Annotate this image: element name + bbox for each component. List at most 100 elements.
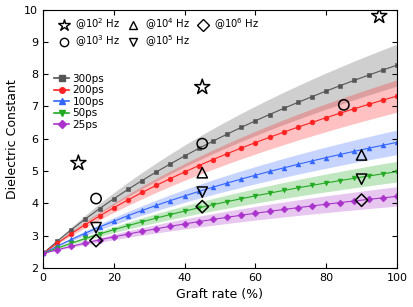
300ps xyxy=(182,154,187,158)
Y-axis label: Dielectric Constant: Dielectric Constant xyxy=(5,79,19,199)
300ps xyxy=(239,126,244,129)
200ps xyxy=(55,241,59,245)
300ps xyxy=(154,170,159,174)
100ps xyxy=(239,177,244,181)
Point xyxy=(199,170,206,175)
100ps xyxy=(309,159,314,163)
25ps xyxy=(196,220,201,223)
Point xyxy=(75,161,82,165)
200ps xyxy=(40,252,45,255)
Line: 25ps: 25ps xyxy=(40,194,399,256)
200ps xyxy=(253,141,258,145)
Point xyxy=(358,153,365,157)
25ps xyxy=(239,213,244,217)
100ps xyxy=(366,146,371,150)
200ps xyxy=(97,214,102,218)
25ps xyxy=(40,252,45,255)
300ps xyxy=(126,188,131,191)
Point xyxy=(376,14,382,18)
200ps xyxy=(182,170,187,174)
50ps xyxy=(366,174,371,178)
50ps xyxy=(253,194,258,198)
100ps xyxy=(394,141,399,144)
100ps xyxy=(83,231,88,235)
200ps xyxy=(324,116,329,119)
25ps xyxy=(168,224,173,228)
300ps xyxy=(225,132,230,136)
100ps xyxy=(225,181,230,185)
300ps xyxy=(366,73,371,77)
50ps xyxy=(126,224,131,227)
Line: 50ps: 50ps xyxy=(40,169,399,256)
200ps xyxy=(352,107,357,111)
200ps xyxy=(154,184,159,187)
50ps xyxy=(295,186,300,190)
300ps xyxy=(168,162,173,166)
200ps xyxy=(295,125,300,129)
100ps xyxy=(253,173,258,177)
300ps xyxy=(40,252,45,255)
50ps xyxy=(111,228,116,231)
300ps xyxy=(210,139,215,143)
100ps xyxy=(196,190,201,193)
100ps xyxy=(210,185,215,189)
Legend: 300ps, 200ps, 100ps, 50ps, 25ps: 300ps, 200ps, 100ps, 50ps, 25ps xyxy=(52,72,107,132)
300ps xyxy=(267,113,272,116)
25ps xyxy=(281,208,286,211)
50ps xyxy=(394,170,399,173)
25ps xyxy=(394,195,399,198)
300ps xyxy=(83,217,88,221)
50ps xyxy=(210,203,215,207)
200ps xyxy=(111,206,116,210)
50ps xyxy=(55,246,59,250)
25ps xyxy=(380,196,385,200)
50ps xyxy=(239,197,244,200)
25ps xyxy=(295,206,300,209)
100ps xyxy=(40,252,45,255)
200ps xyxy=(210,158,215,161)
Point xyxy=(341,103,347,107)
25ps xyxy=(366,197,371,201)
Point xyxy=(93,225,100,230)
50ps xyxy=(338,179,343,182)
100ps xyxy=(69,238,74,241)
25ps xyxy=(324,202,329,206)
Line: 300ps: 300ps xyxy=(40,63,399,256)
50ps xyxy=(281,188,286,192)
25ps xyxy=(225,216,230,219)
100ps xyxy=(168,199,173,202)
25ps xyxy=(97,238,102,242)
100ps xyxy=(55,244,59,248)
100ps xyxy=(140,208,145,212)
25ps xyxy=(55,248,59,252)
50ps xyxy=(97,232,102,236)
50ps xyxy=(83,237,88,240)
200ps xyxy=(168,177,173,181)
200ps xyxy=(239,146,244,150)
100ps xyxy=(295,162,300,166)
300ps xyxy=(281,107,286,110)
100ps xyxy=(154,204,159,207)
100ps xyxy=(97,225,102,229)
200ps xyxy=(309,121,314,124)
300ps xyxy=(253,119,258,123)
300ps xyxy=(196,147,201,150)
Point xyxy=(358,198,365,203)
100ps xyxy=(324,156,329,159)
25ps xyxy=(210,218,215,221)
200ps xyxy=(140,191,145,194)
25ps xyxy=(253,212,258,215)
100ps xyxy=(281,166,286,170)
50ps xyxy=(225,200,230,204)
50ps xyxy=(196,206,201,210)
100ps xyxy=(352,150,357,153)
25ps xyxy=(309,204,314,208)
300ps xyxy=(69,228,74,231)
200ps xyxy=(267,135,272,139)
300ps xyxy=(309,95,314,99)
300ps xyxy=(295,101,300,104)
25ps xyxy=(182,222,187,226)
300ps xyxy=(338,84,343,87)
50ps xyxy=(168,213,173,216)
200ps xyxy=(126,198,131,202)
